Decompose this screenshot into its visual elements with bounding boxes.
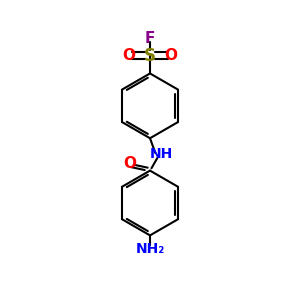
- Text: NH: NH: [150, 147, 173, 161]
- Text: O: O: [165, 48, 178, 63]
- Text: F: F: [145, 31, 155, 46]
- Text: NH₂: NH₂: [135, 242, 165, 256]
- Text: O: O: [122, 48, 135, 63]
- Text: O: O: [123, 156, 136, 171]
- Text: S: S: [144, 47, 156, 65]
